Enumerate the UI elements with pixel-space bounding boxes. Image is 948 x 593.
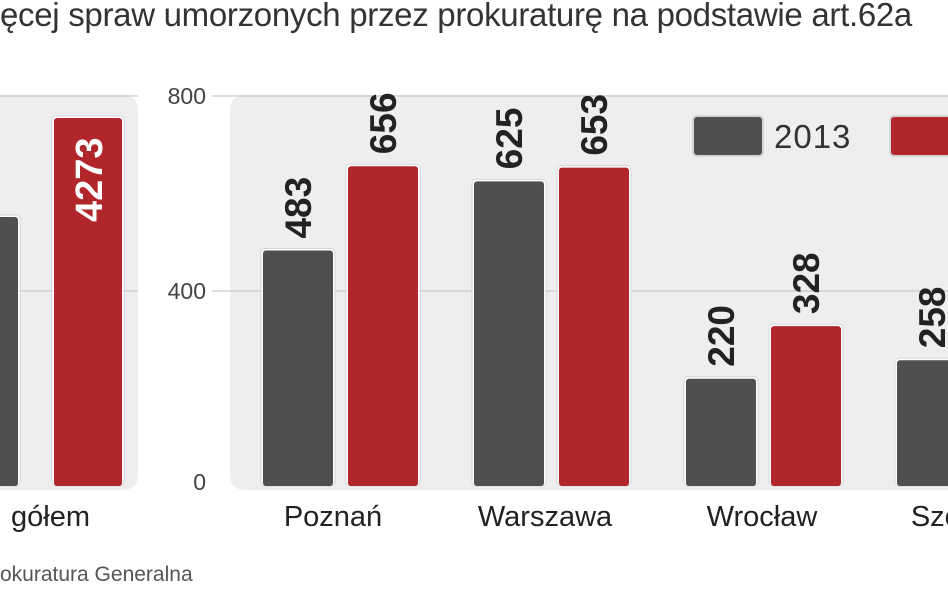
data-label: 483 — [278, 177, 319, 239]
data-label: 328 — [786, 252, 827, 314]
bar-2013 — [0, 214, 21, 487]
x-tick-label: Warszawa — [478, 501, 613, 533]
x-tick-label: gółem — [11, 501, 90, 533]
bar-2013 — [260, 248, 336, 487]
bar-2013 — [894, 357, 948, 487]
source-note: okuratura Generalna — [0, 563, 193, 586]
y-tick-label: 800 — [168, 83, 206, 109]
data-label: 653 — [574, 94, 615, 156]
x-tick-label: Poznań — [284, 501, 382, 533]
bar-2014 — [768, 323, 844, 487]
x-tick-label: Wrocław — [707, 501, 819, 533]
chart-title: ęcej spraw umorzonych przez prokuraturę … — [0, 0, 912, 33]
x-tick-label: Szc — [911, 501, 948, 533]
data-label: 625 — [489, 108, 530, 170]
y-tick-label: 400 — [168, 278, 206, 304]
bar-2014 — [556, 165, 632, 487]
legend-label-2013: 2013 — [774, 118, 851, 155]
bar-2013 — [471, 178, 547, 487]
bar-2014 — [51, 115, 125, 487]
bar-2014 — [345, 163, 421, 487]
y-tick-label: 0 — [193, 469, 206, 495]
data-label: 258 — [912, 286, 948, 348]
data-label: 656 — [363, 92, 404, 154]
data-label: 220 — [701, 305, 742, 367]
legend-swatch-2014 — [889, 115, 948, 157]
data-label: 4273 — [69, 137, 111, 222]
legend-swatch-2013 — [692, 115, 764, 157]
bar-2013 — [683, 376, 759, 487]
